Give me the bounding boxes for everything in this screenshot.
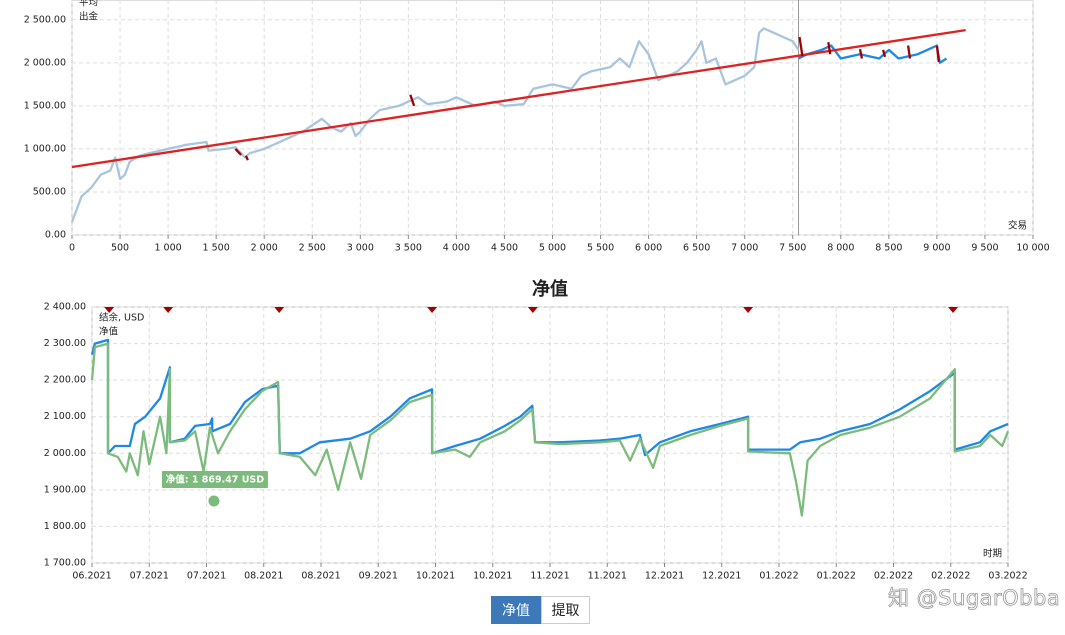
y-tick-label: 0.00 [45,230,66,241]
withdraw-button[interactable]: 提取 [541,596,590,624]
x-tick-label: 9 000 [923,243,950,254]
x-tick-label: 1 500 [203,243,230,254]
y-tick-label: 1 000.00 [24,143,66,154]
x-tick-label: 03.2022 [988,571,1027,582]
x-tick-label: 10.2021 [416,571,455,582]
chart-title: 净值 [532,278,568,300]
x-tick-label: 12.2021 [645,571,684,582]
x-tick-label: 12.2021 [702,571,741,582]
x-tick-label: 5 000 [539,243,566,254]
x-axis-label: 时期 [983,548,1002,560]
event-marker [427,307,438,313]
tooltip-text: 净值: 1 869.47 USD [166,474,265,486]
x-tick-label: 10 000 [1016,243,1049,254]
x-tick-label: 2 000 [251,243,278,254]
x-tick-label: 08.2021 [301,571,340,582]
x-tick-label: 08.2021 [244,571,283,582]
x-tick-label: 01.2022 [759,571,798,582]
event-marker [948,307,959,313]
x-tick-label: 4 500 [491,243,518,254]
y-tick-label: 2 000.00 [24,57,66,68]
x-tick-label: 7 000 [731,243,758,254]
event-marker [274,307,285,313]
y-tick-label: 2 500.00 [24,14,66,25]
series-line [70,27,800,223]
watermark: 知 @SugarObba [888,586,1061,611]
series-line [797,44,948,64]
legend-label: 平均 [79,0,98,9]
x-tick-label: 9 500 [971,243,998,254]
y-tick-label: 1 900.00 [44,484,86,495]
event-marker [743,307,754,313]
x-tick-label: 11.2021 [530,571,569,582]
x-tick-label: 07.2021 [187,571,226,582]
y-tick-label: 2 200.00 [44,375,86,386]
y-tick-label: 1 500.00 [24,100,66,111]
x-tick-label: 6 000 [635,243,662,254]
x-tick-label: 1 000 [154,243,181,254]
event-marker [527,307,538,313]
x-tick-label: 500 [111,243,129,254]
x-tick-label: 3 000 [347,243,374,254]
x-tick-label: 2 500 [299,243,326,254]
legend-label: 结余, USD [99,312,144,324]
x-tick-label: 01.2022 [817,571,856,582]
tooltip-point [208,495,220,507]
y-tick-label: 2 400.00 [44,302,86,313]
event-marker [163,307,174,313]
x-tick-label: 3 500 [395,243,422,254]
x-tick-label: 10.2021 [473,571,512,582]
series-line [71,28,966,169]
y-tick-label: 2 000.00 [44,448,86,459]
x-tick-label: 4 000 [443,243,470,254]
series-line [90,342,1010,517]
tooltip-box [161,471,268,489]
legend-label: 净值 [99,326,119,338]
x-axis-label: 交易 [1008,220,1027,232]
y-tick-label: 500.00 [33,186,66,197]
equity-button[interactable]: 净值 [491,596,541,624]
x-tick-label: 02.2022 [874,571,913,582]
x-tick-label: 6 500 [683,243,710,254]
series-line [234,36,940,161]
x-tick-label: 06.2021 [72,571,111,582]
x-tick-label: 8 500 [875,243,902,254]
y-tick-label: 1 800.00 [44,521,86,532]
event-marker [104,307,115,313]
y-tick-label: 1 700.00 [44,558,86,569]
x-tick-label: 0 [69,243,75,254]
x-tick-label: 8 000 [827,243,854,254]
x-tick-label: 07.2021 [130,571,169,582]
x-tick-label: 02.2022 [931,571,970,582]
x-tick-label: 09.2021 [359,571,398,582]
y-tick-label: 2 300.00 [44,338,86,349]
x-tick-label: 5 500 [587,243,614,254]
x-tick-label: 7 500 [779,243,806,254]
y-tick-label: 2 100.00 [44,411,86,422]
legend-label: 出金 [79,11,99,23]
x-tick-label: 11.2021 [588,571,627,582]
